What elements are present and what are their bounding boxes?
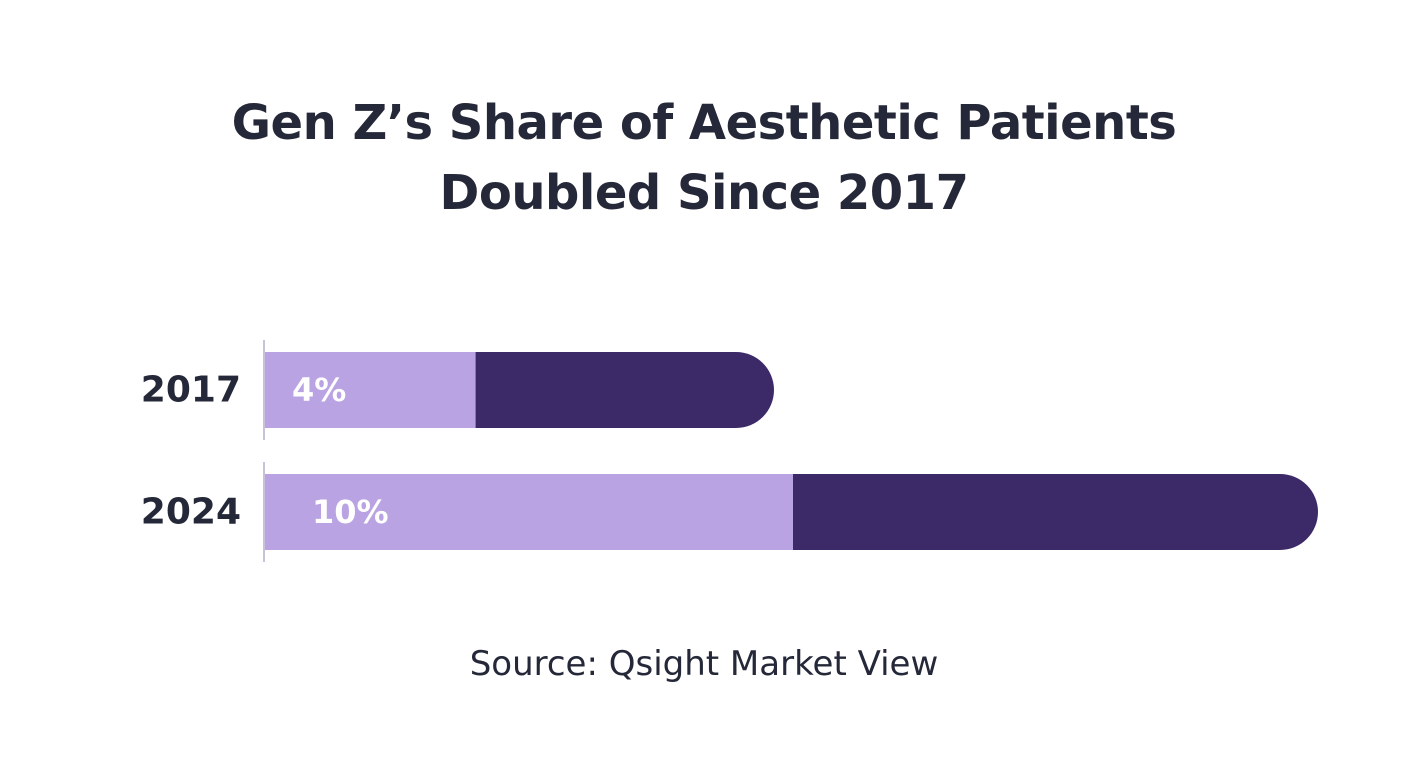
category-label-2024: 2024 bbox=[141, 492, 241, 533]
category-label-2017: 2017 bbox=[141, 370, 241, 411]
bar-share-2017 bbox=[264, 352, 476, 428]
chart-title-line-2: Doubled Since 2017 bbox=[439, 165, 969, 221]
value-label-2024: 10% bbox=[312, 493, 389, 531]
bar-share-2024 bbox=[264, 474, 793, 550]
value-label-2017: 4% bbox=[292, 371, 346, 409]
chart-title-line-1: Gen Z’s Share of Aesthetic Patients bbox=[231, 95, 1177, 151]
chart-title: Gen Z’s Share of Aesthetic Patients Doub… bbox=[0, 88, 1408, 228]
source-note: Source: Qsight Market View bbox=[469, 644, 939, 684]
